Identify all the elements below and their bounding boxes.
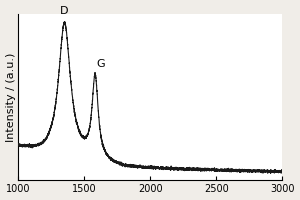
Y-axis label: Intensity / (a.u.): Intensity / (a.u.) — [6, 52, 16, 142]
Text: G: G — [96, 59, 105, 69]
Text: D: D — [60, 6, 69, 16]
